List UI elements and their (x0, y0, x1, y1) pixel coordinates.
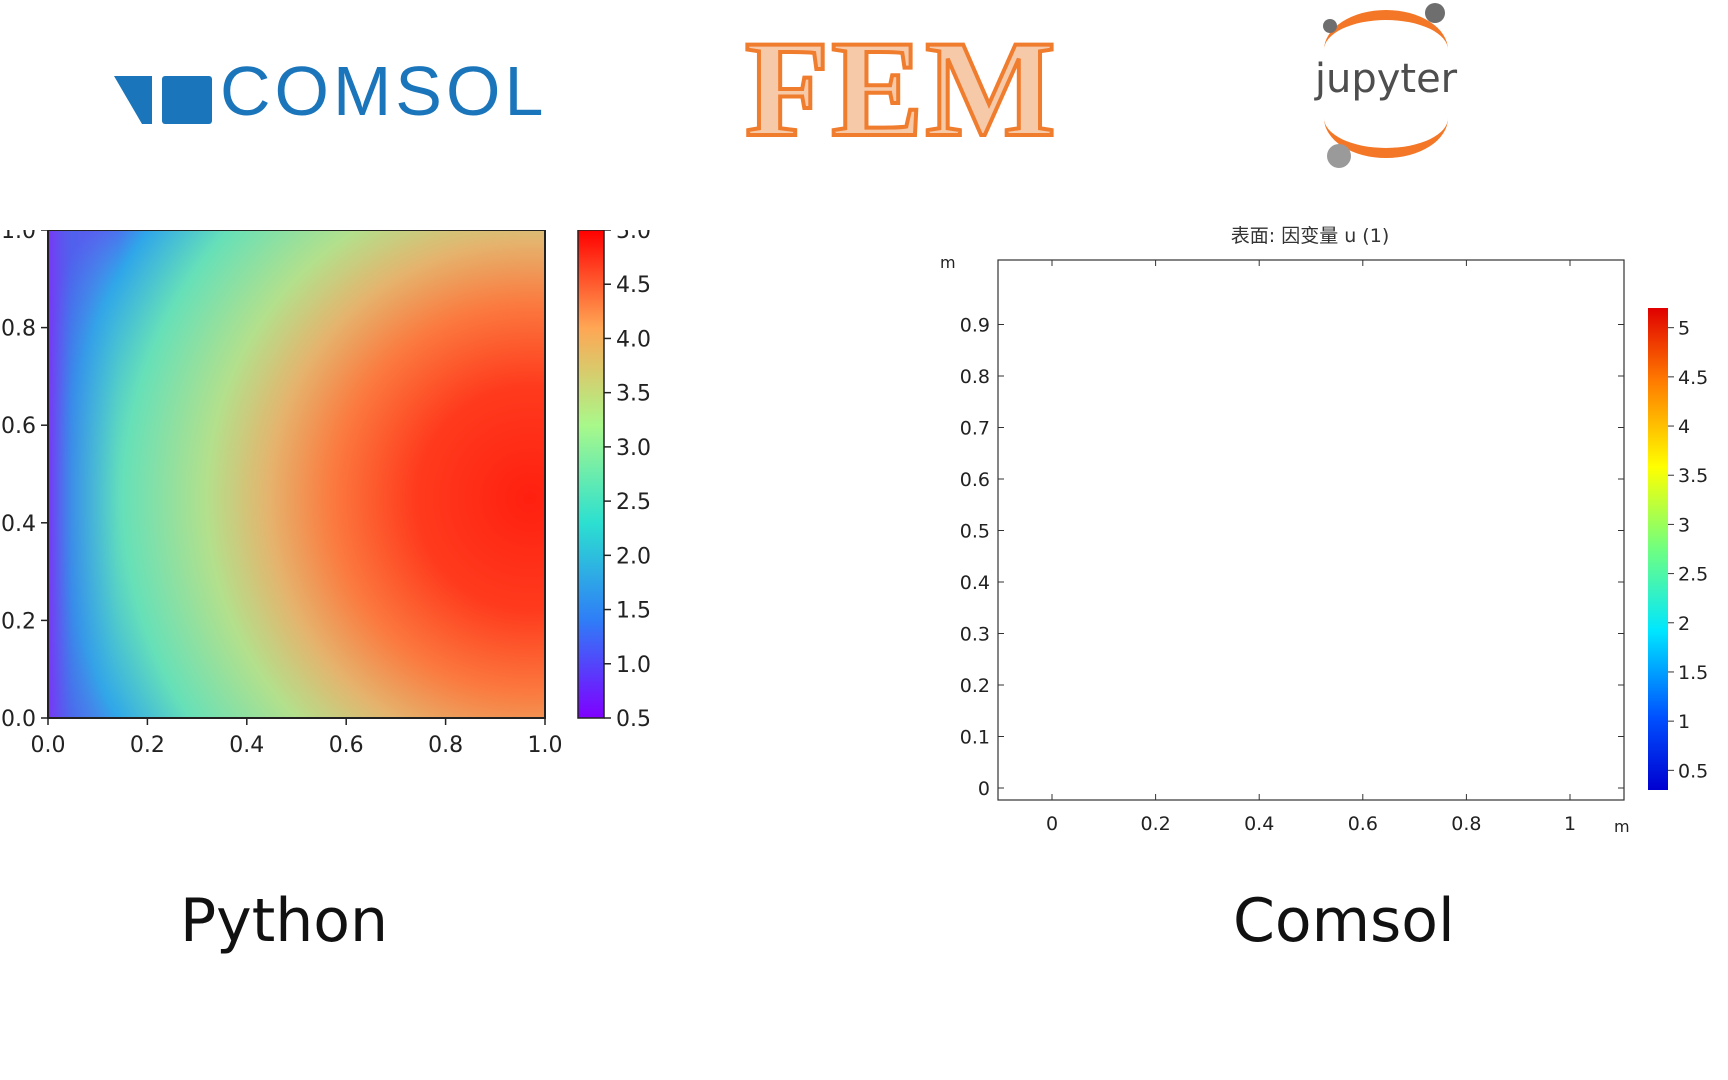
comsol-x-axis-unit: m (1614, 817, 1630, 836)
python-chart: 0.0 0.2 0.4 0.6 0.8 1.0 0.0 0.2 0.4 0.6 0.8 1.0 5.0… (0, 219, 760, 844)
python-x-tick-label: 0.6 (329, 733, 364, 758)
comsol-y-tick-label: 0.6 (960, 469, 990, 491)
jupyter-logo: jupyter (1300, 0, 1470, 180)
comsol-colorbar-tick-label: 1 (1678, 711, 1690, 733)
comsol-y-tick-label: 0.3 (960, 624, 990, 646)
python-colorbar (577, 229, 605, 719)
python-x-tick-label: 0.2 (130, 733, 165, 758)
python-colorbar-tick-label: 0.5 (616, 707, 651, 732)
comsol-colorbar-tick-label: 3 (1678, 514, 1690, 536)
python-colorbar-tick-label: 2.5 (616, 490, 651, 515)
python-colorbar-tick-label: 4.5 (616, 273, 651, 298)
jupyter-logo-text: jupyter (1314, 56, 1458, 102)
python-heatmap (48, 230, 545, 718)
comsol-colorbar-tick-label: 0.5 (1678, 760, 1708, 782)
comsol-y-tick-label: 0.1 (960, 727, 990, 749)
comsol-colorbar-tick-label: 2.5 (1678, 564, 1708, 586)
python-colorbar-tick-label: 1.5 (616, 599, 651, 624)
python-colorbar-tick-label: 4.0 (616, 327, 651, 352)
comsol-y-tick-label: 0 (978, 778, 990, 800)
fem-title: FEM (743, 12, 1058, 165)
python-y-tick-label: 0.4 (1, 512, 36, 537)
comsol-x-tick-label: 0.4 (1244, 813, 1274, 835)
comsol-y-tick-label: 0.7 (960, 418, 990, 440)
python-colorbar-tick-label: 3.0 (616, 436, 651, 461)
comsol-x-tick-label: 0.6 (1348, 813, 1378, 835)
comsol-logo (112, 60, 632, 140)
comsol-colorbar-tick-label: 4.5 (1678, 367, 1708, 389)
comsol-y-tick-label: 0.2 (960, 675, 990, 697)
python-plot-frame (47, 229, 546, 719)
python-y-tick-label: 1.0 (1, 230, 36, 244)
comsol-y-axis-unit: m (940, 253, 956, 272)
comsol-x-tick-label: 1 (1564, 813, 1576, 835)
comsol-colorbar-tick-label: 1.5 (1678, 662, 1708, 684)
comsol-y-tick-label: 0.5 (960, 521, 990, 543)
comsol-colorbar-tick-label: 2 (1678, 613, 1690, 635)
comsol-x-tick-label: 0.8 (1451, 813, 1481, 835)
python-heatmap-left-edge (48, 230, 118, 718)
comsol-logo-mark (114, 76, 212, 124)
python-y-tick-label: 0.2 (1, 609, 36, 634)
comsol-y-tick-label: 0.8 (960, 366, 990, 388)
python-x-tick-label: 0.0 (31, 733, 66, 758)
python-colorbar-tick-label: 1.0 (616, 653, 651, 678)
python-colorbar-tick-label: 3.5 (616, 382, 651, 407)
python-caption: Python (180, 886, 388, 956)
comsol-caption: Comsol (1233, 886, 1455, 956)
comsol-axes-frame (997, 259, 1625, 801)
python-colorbar-tick-label: 5.0 (616, 230, 651, 244)
python-y-tick-label: 0.8 (1, 317, 36, 342)
comsol-colorbar-tick-label: 5 (1678, 318, 1690, 340)
comsol-colorbar (1648, 308, 1668, 790)
comsol-x-tick-label: 0 (1046, 813, 1058, 835)
python-y-tick-label: 0.0 (1, 707, 36, 732)
comsol-x-tick-label: 0.2 (1140, 813, 1170, 835)
comsol-y-tick-label: 0.4 (960, 572, 990, 594)
comsol-colorbar-tick-label: 4 (1678, 416, 1690, 438)
python-heatmap-field (48, 230, 545, 718)
python-x-tick-label: 1.0 (528, 733, 563, 758)
comsol-chart: 表面: 因变量 u (1) 5 4.5 4 3.5 3 2.5 2 1.5 1 0.5 0 0.2 0… (900, 220, 1720, 844)
python-x-tick-label: 0.4 (229, 733, 264, 758)
python-colorbar-tick-label: 2.0 (616, 544, 651, 569)
comsol-chart-title: 表面: 因变量 u (1) (1231, 225, 1389, 247)
python-x-tick-label: 0.8 (428, 733, 463, 758)
python-y-tick-label: 0.6 (1, 414, 36, 439)
comsol-y-tick-label: 0.9 (960, 315, 990, 337)
comsol-logo-text: COMSOL (220, 52, 548, 130)
comsol-colorbar-tick-label: 3.5 (1678, 465, 1708, 487)
